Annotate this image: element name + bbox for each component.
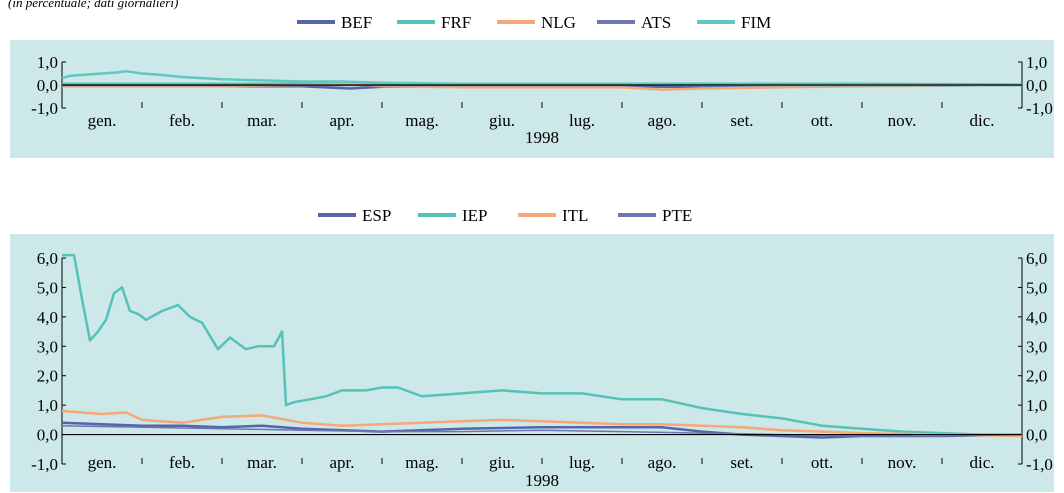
chart1-x-tick-label: ott. bbox=[811, 111, 833, 130]
chart2-x-tick-label: nov. bbox=[888, 453, 917, 472]
chart2-y-tick-label-right: 5,0 bbox=[1026, 278, 1047, 297]
chart1-legend-label-frf: FRF bbox=[441, 13, 471, 32]
chart2-legend-label-itl: ITL bbox=[562, 206, 588, 225]
chart1-legend-label-nlg: NLG bbox=[541, 13, 576, 32]
chart1-y-tick-label-right: -1,0 bbox=[1026, 99, 1053, 118]
chart2-x-tick-label: apr. bbox=[329, 453, 354, 472]
chart1-x-tick-label: dic. bbox=[969, 111, 994, 130]
chart2-y-tick-label-left: 3,0 bbox=[37, 337, 58, 356]
chart2-y-tick-label-right: 2,0 bbox=[1026, 367, 1047, 386]
chart1-panel bbox=[10, 40, 1054, 158]
chart2-x-tick-label: lug. bbox=[569, 453, 595, 472]
chart2-x-tick-label: feb. bbox=[169, 453, 195, 472]
chart2-y-tick-label-right: 4,0 bbox=[1026, 308, 1047, 327]
chart2-y-tick-label-left: 6,0 bbox=[37, 249, 58, 268]
chart2-y-tick-label-left: 5,0 bbox=[37, 278, 58, 297]
chart2-y-tick-label-left: 1,0 bbox=[37, 396, 58, 415]
chart2-y-tick-label-right: 0,0 bbox=[1026, 426, 1047, 445]
chart1-y-tick-label-left: 1,0 bbox=[37, 53, 58, 72]
chart2-series-line-itl bbox=[61, 409, 1023, 438]
chart2-y-tick-label-right: 6,0 bbox=[1026, 249, 1047, 268]
chart2-legend-label-pte: PTE bbox=[662, 206, 692, 225]
chart2-legend-label-esp: ESP bbox=[362, 206, 391, 225]
chart2-y-tick-label-left: 4,0 bbox=[37, 308, 58, 327]
chart2-series-line-pte bbox=[61, 424, 1023, 437]
chart-2: ESP IEP ITL PTE 6,0 6,0 5,0 5,0 4,0 4,0 3,0 3,0 2,0 2… bbox=[10, 206, 1054, 492]
chart2-y-tick-label-left: 2,0 bbox=[37, 367, 58, 386]
chart2-x-tick-label: ago. bbox=[648, 453, 677, 472]
chart2-x-tick-label: giu. bbox=[489, 453, 515, 472]
chart2-x-tick-label: gen. bbox=[88, 453, 117, 472]
chart1-x-tick-label: apr. bbox=[329, 111, 354, 130]
chart1-legend-label-bef: BEF bbox=[341, 13, 372, 32]
chart1-x-axis-label: 1998 bbox=[525, 128, 559, 147]
chart-subtitle: (in percentuale; dati giornalieri) bbox=[8, 0, 179, 10]
chart2-y-tick-label-right: 3,0 bbox=[1026, 337, 1047, 356]
chart2-x-tick-label: ott. bbox=[811, 453, 833, 472]
chart2-x-axis-label: 1998 bbox=[525, 471, 559, 490]
chart1-legend-label-ats: ATS bbox=[641, 13, 671, 32]
chart2-x-tick-label: mag. bbox=[405, 453, 439, 472]
chart2-y-tick-label-right: 1,0 bbox=[1026, 396, 1047, 415]
chart1-x-tick-label: mar. bbox=[247, 111, 277, 130]
chart2-x-tick-label: mar. bbox=[247, 453, 277, 472]
chart1-x-tick-label: nov. bbox=[888, 111, 917, 130]
chart2-y-tick-label-left: 0,0 bbox=[37, 426, 58, 445]
chart1-x-tick-label: set. bbox=[730, 111, 753, 130]
chart2-y-tick-label-right: -1,0 bbox=[1026, 455, 1053, 474]
chart2-x-tick-label: set. bbox=[730, 453, 753, 472]
chart1-y-tick-label-right: 0,0 bbox=[1026, 76, 1047, 95]
chart2-y-tick-label-left: -1,0 bbox=[31, 455, 58, 474]
chart2-series-line-iep bbox=[62, 253, 1022, 436]
chart2-panel bbox=[10, 234, 1054, 492]
chart1-x-tick-label: feb. bbox=[169, 111, 195, 130]
chart1-y-tick-label-right: 1,0 bbox=[1026, 53, 1047, 72]
chart1-x-tick-label: giu. bbox=[489, 111, 515, 130]
chart1-legend-label-fim: FIM bbox=[741, 13, 771, 32]
chart1-x-tick-label: lug. bbox=[569, 111, 595, 130]
chart1-x-tick-label: gen. bbox=[88, 111, 117, 130]
chart1-x-tick-label: mag. bbox=[405, 111, 439, 130]
chart1-y-tick-label-left: 0,0 bbox=[37, 76, 58, 95]
chart1-y-tick-label-left: -1,0 bbox=[31, 99, 58, 118]
chart1-x-tick-label: ago. bbox=[648, 111, 677, 130]
chart2-series-line-esp bbox=[61, 421, 1023, 439]
chart-1: BEF FRF NLG ATS FIM 1,0 1,0 0,0 0,0 -1,0 -1,0 gen. f… bbox=[10, 13, 1054, 158]
chart2-x-tick-label: dic. bbox=[969, 453, 994, 472]
chart2-legend-label-iep: IEP bbox=[462, 206, 488, 225]
